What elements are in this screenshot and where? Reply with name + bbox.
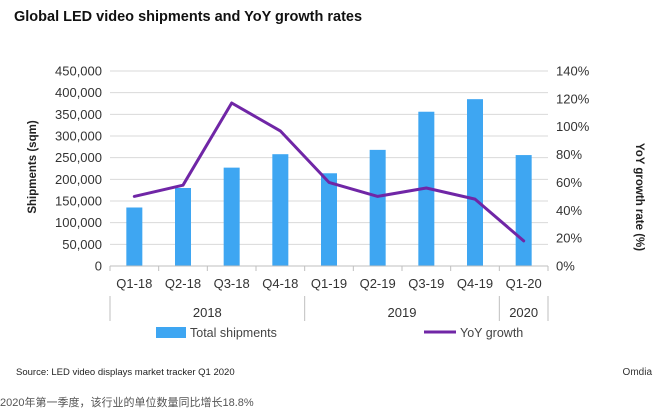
y-tick-label: 300,000 — [55, 129, 102, 144]
y2-axis-ticks: 0% 20% 40% 60% 80% 100% 120% 140% — [556, 64, 590, 274]
x-tick-label: Q4-19 — [457, 276, 493, 291]
y2-tick-label: 20% — [556, 231, 582, 246]
year-label: 2020 — [509, 305, 538, 320]
x-axis-ticks: Q1-18 Q2-18 Q3-18 Q4-18 Q1-19 Q2-19 Q3-19 Q4-19… — [116, 276, 541, 291]
year-label: 2019 — [388, 305, 417, 320]
y-tick-label: 450,000 — [55, 64, 102, 79]
y2-tick-label: 100% — [556, 119, 590, 134]
y-tick-label: 250,000 — [55, 150, 102, 165]
y2-tick-label: 80% — [556, 147, 582, 162]
y2-tick-label: 0% — [556, 259, 575, 274]
brand-logo-text: Omdia — [622, 367, 652, 378]
x-tick-label: Q1-19 — [311, 276, 347, 291]
legend-bar-label: Total shipments — [190, 326, 277, 340]
bar — [272, 154, 289, 266]
x-tick-label: Q3-18 — [214, 276, 250, 291]
bar — [223, 167, 240, 266]
source-note: Source: LED video displays market tracke… — [16, 367, 235, 378]
bar-series — [126, 99, 532, 267]
y-tick-label: 50,000 — [62, 237, 102, 252]
legend: Total shipments YoY growth — [156, 326, 523, 340]
bar — [126, 207, 143, 266]
legend-line-label: YoY growth — [460, 326, 523, 340]
year-groups: 2018 2019 2020 — [109, 296, 549, 321]
y-tick-label: 200,000 — [55, 172, 102, 187]
y2-axis-label: YoY growth rate (%) — [633, 143, 645, 251]
x-tick-label: Q1-20 — [506, 276, 542, 291]
x-tick-label: Q3-19 — [408, 276, 444, 291]
y-tick-label: 100,000 — [55, 215, 102, 230]
y-tick-label: 150,000 — [55, 194, 102, 209]
bar — [321, 173, 337, 266]
year-label: 2018 — [193, 305, 222, 320]
x-tick-label: Q2-19 — [360, 276, 396, 291]
bar — [369, 149, 386, 266]
y-tick-label: 400,000 — [55, 85, 102, 100]
x-tick-label: Q4-18 — [262, 276, 298, 291]
x-tick-label: Q1-18 — [116, 276, 152, 291]
y-tick-label: 0 — [95, 259, 102, 274]
bar — [175, 188, 191, 266]
caption: 2020年第一季度，该行业的单位数量同比增长18.8% — [0, 397, 254, 409]
x-tick-label: Q2-18 — [165, 276, 201, 291]
bar — [515, 155, 532, 266]
y2-tick-label: 140% — [556, 64, 590, 79]
legend-bar-swatch — [156, 327, 186, 338]
chart: 0 50,000 100,000 150,000 200,000 250,000 300,0… — [27, 64, 645, 341]
y2-tick-label: 60% — [556, 175, 582, 190]
y-axis-ticks: 0 50,000 100,000 150,000 200,000 250,000 300,0… — [55, 64, 102, 274]
y-axis-label: Shipments (sqm) — [27, 120, 39, 213]
axes — [109, 265, 549, 271]
chart-title: Global LED video shipments and YoY growt… — [14, 9, 363, 25]
bar — [467, 99, 483, 267]
y-tick-label: 350,000 — [55, 107, 102, 122]
line-series — [132, 101, 526, 243]
y2-tick-label: 40% — [556, 203, 582, 218]
y2-tick-label: 120% — [556, 91, 590, 106]
